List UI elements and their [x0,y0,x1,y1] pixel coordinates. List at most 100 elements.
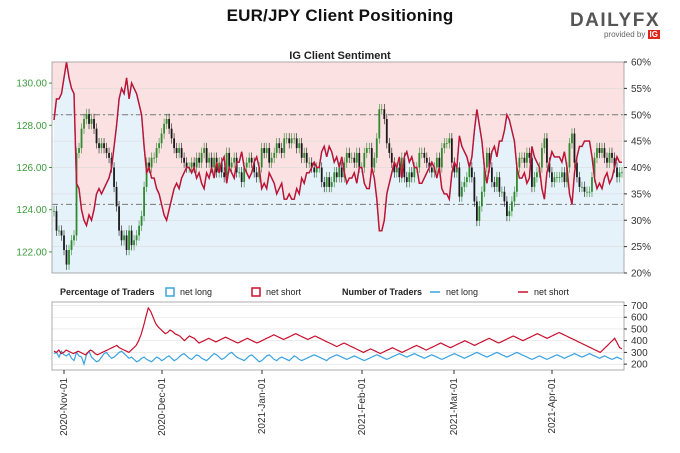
candle-body [613,157,616,168]
candle-body [370,148,373,168]
candle-body [185,162,188,168]
candle-body [58,230,60,232]
legend-short-swatch [251,287,261,297]
candle-body [601,148,603,153]
candle-body [240,172,243,183]
candle-body [566,167,568,183]
candle-body [611,152,613,158]
candle-body [345,152,348,163]
candle-body [308,162,311,164]
candle-body [410,172,413,178]
candle-body [443,143,446,149]
candle-body [295,138,298,149]
candle-body [353,157,356,163]
percent-tick-label: 35% [631,189,651,200]
candle-body [588,191,591,193]
legend-num-long: net long [446,287,478,297]
candle-body [363,152,366,168]
candle-body [178,148,181,153]
candle-body [473,177,476,202]
candle-body [320,167,323,183]
candle-body [543,138,546,149]
candle-body [90,118,93,124]
count-long-line [53,349,623,367]
candle-body [115,186,118,207]
date-tick-label: 2020-Dec-01 [157,378,168,436]
candle-body [350,157,353,159]
candle-body [483,167,486,192]
brand-provided-by: provided by IG [570,30,660,39]
candle-body [135,235,138,241]
candle-body [263,148,266,153]
date-tick-label: 2020-Nov-01 [59,378,70,436]
candle-body [143,186,145,217]
candle-body [598,148,601,153]
candle-body [521,157,523,159]
candle-body [576,162,578,178]
candle-body [325,177,328,187]
brand-provided-label: provided by [603,30,646,39]
candle-body [518,157,521,168]
candle-body [238,172,241,174]
candle-body [568,143,571,168]
brand-logo: DAILYFX provided by IG [570,10,660,39]
candle-body [460,186,463,197]
date-tick-label: 2021-Jan-01 [257,378,268,435]
candle-body [268,148,271,163]
candle-body [88,114,90,124]
candle-body [265,148,268,153]
candle-body [98,143,100,149]
ig-logo: IG [647,30,660,39]
candle-body [248,157,251,163]
candle-body [220,162,223,173]
candle-body [435,157,438,168]
candle-body [388,143,391,153]
short-area [52,62,624,231]
candle-body [195,157,198,168]
sentiment-grid [52,88,624,247]
candle-body [438,157,441,168]
candle-body [118,206,120,231]
candle-body [270,157,273,163]
candle-body [348,152,351,158]
candle-body [158,143,160,149]
candle-body [283,138,286,153]
candle-body [490,167,493,183]
candle-body [596,148,598,158]
candle-body [358,152,361,168]
candle-body [378,109,381,139]
percent-axis: 60% 55% 50% 45% 40% 35% 30% 25% 20% [624,58,651,280]
candle-body [335,172,338,178]
sentiment-lines [53,61,622,232]
candle-body [123,235,125,241]
candle-body [173,138,176,149]
candle-body [200,152,203,163]
candle-body [113,167,115,187]
candle-body [428,162,431,168]
candle-body [398,167,401,178]
candle-body [383,109,386,119]
candle-body [53,211,55,212]
candle-body [160,133,163,144]
candle-body [208,157,211,163]
candle-body [73,235,75,241]
candle-body [228,152,231,168]
candle-body [255,172,258,178]
candle-body [581,186,583,188]
legend-long-swatch [165,287,175,297]
candle-body [453,162,456,173]
candle-body [338,167,341,178]
candle-body [503,191,506,202]
candle-body [450,138,453,163]
candle-body [60,230,63,236]
date-axis: 2020-Nov-01 2020-Dec-01 2021-Jan-01 2021-Fe… [59,370,558,436]
legend-number-label: Number of Traders [342,287,422,297]
legend-num-short: net short [534,287,570,297]
candle-body [393,162,396,173]
candle-body [213,157,216,168]
candle-body [300,143,303,158]
candle-body [288,138,291,144]
candle-body [155,148,158,158]
